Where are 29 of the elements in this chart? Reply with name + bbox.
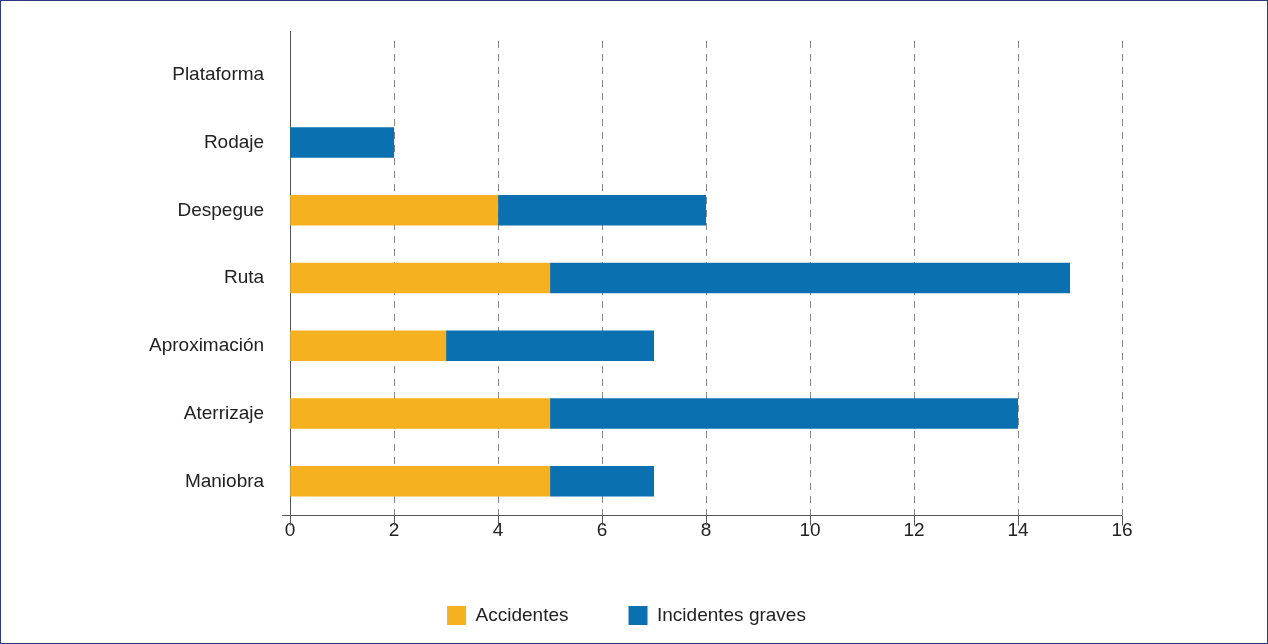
bar [290, 466, 551, 497]
bar [550, 466, 655, 497]
bar [290, 127, 395, 158]
y-tick-label: Rodaje [203, 130, 265, 152]
x-tick-label: 16 [1111, 518, 1133, 540]
x-tick-label: 0 [284, 518, 296, 540]
bar [446, 330, 655, 362]
legend-label: Incidentes graves [657, 603, 806, 625]
y-tick-label: Despegue [177, 198, 265, 220]
x-tick-label: 2 [388, 518, 400, 540]
bar [550, 398, 1019, 429]
bar [550, 262, 1071, 294]
x-tick-label: 8 [700, 518, 712, 540]
x-tick-label: 4 [492, 518, 504, 540]
x-tick-label: 6 [596, 518, 608, 540]
legend-label: Accidentes [475, 603, 569, 625]
bar [290, 262, 551, 294]
bar [290, 398, 551, 429]
x-tick-label: 12 [903, 518, 925, 540]
y-tick-label: Plataforma [172, 63, 265, 85]
y-tick-label: Ruta [223, 266, 265, 288]
bar [498, 195, 707, 226]
x-tick-label: 14 [1007, 518, 1030, 540]
bar [290, 330, 447, 362]
y-tick-label: Aproximación [148, 334, 265, 356]
x-tick-label: 10 [799, 518, 821, 540]
y-tick-label: Aterrizaje [183, 401, 265, 423]
bar [290, 195, 499, 226]
y-tick-label: Maniobra [184, 469, 265, 491]
